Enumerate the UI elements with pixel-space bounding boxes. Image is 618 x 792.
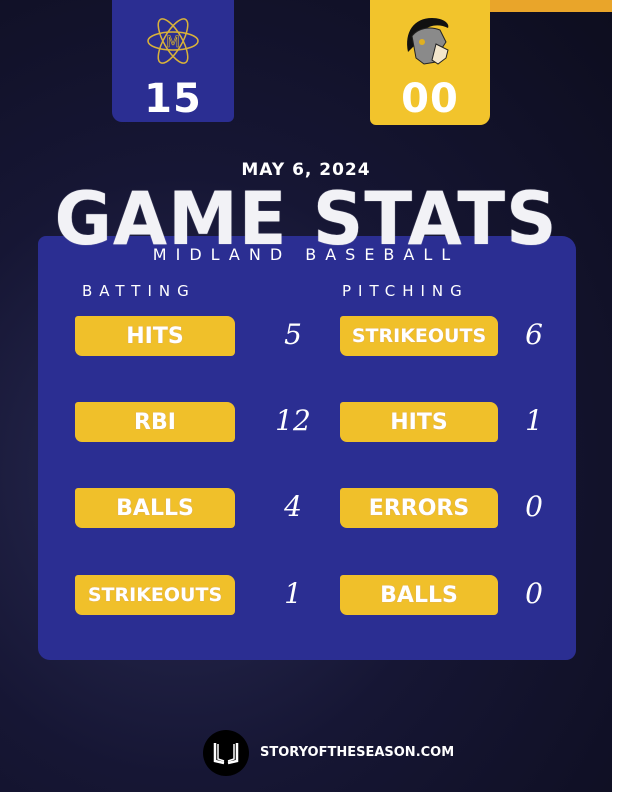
pitching-stat-label: BALLS (340, 575, 498, 615)
page-title: GAME STATS (54, 175, 558, 263)
footer-website: STORYOFTHESEASON.COM (260, 745, 455, 760)
accent-stripe (490, 0, 612, 12)
pitching-stat-value: 1 (525, 404, 543, 437)
away-team-block: 00 (370, 0, 490, 125)
team-subtitle: MIDLAND BASEBALL (152, 245, 460, 264)
batting-stat-value: 12 (275, 404, 311, 437)
batting-stat-label: BALLS (75, 488, 235, 528)
pitching-stat-value: 0 (525, 577, 543, 610)
pitching-stat-value: 0 (525, 490, 543, 523)
batting-stat-value: 5 (284, 318, 302, 351)
pitching-stat-label: ERRORS (340, 488, 498, 528)
batting-stat-label: STRIKEOUTS (75, 575, 235, 615)
game-date: MAY 6, 2024 (241, 160, 371, 180)
home-team-block: M 15 (112, 0, 234, 122)
pitching-heading: PITCHING (342, 282, 469, 300)
pitching-stat-label: HITS (340, 402, 498, 442)
atom-logo-icon: M (147, 18, 199, 64)
trojan-helmet-icon (407, 18, 449, 65)
pitching-stat-label: STRIKEOUTS (340, 316, 498, 356)
pitching-stat-value: 6 (525, 318, 543, 351)
home-score: 15 (144, 76, 202, 122)
away-score: 00 (401, 76, 459, 122)
svg-text:M: M (166, 32, 180, 51)
batting-stat-value: 1 (284, 577, 302, 610)
open-book-logo-icon (203, 730, 249, 776)
batting-stat-value: 4 (284, 490, 302, 523)
batting-heading: BATTING (82, 282, 196, 300)
batting-stat-label: RBI (75, 402, 235, 442)
batting-stat-label: HITS (75, 316, 235, 356)
